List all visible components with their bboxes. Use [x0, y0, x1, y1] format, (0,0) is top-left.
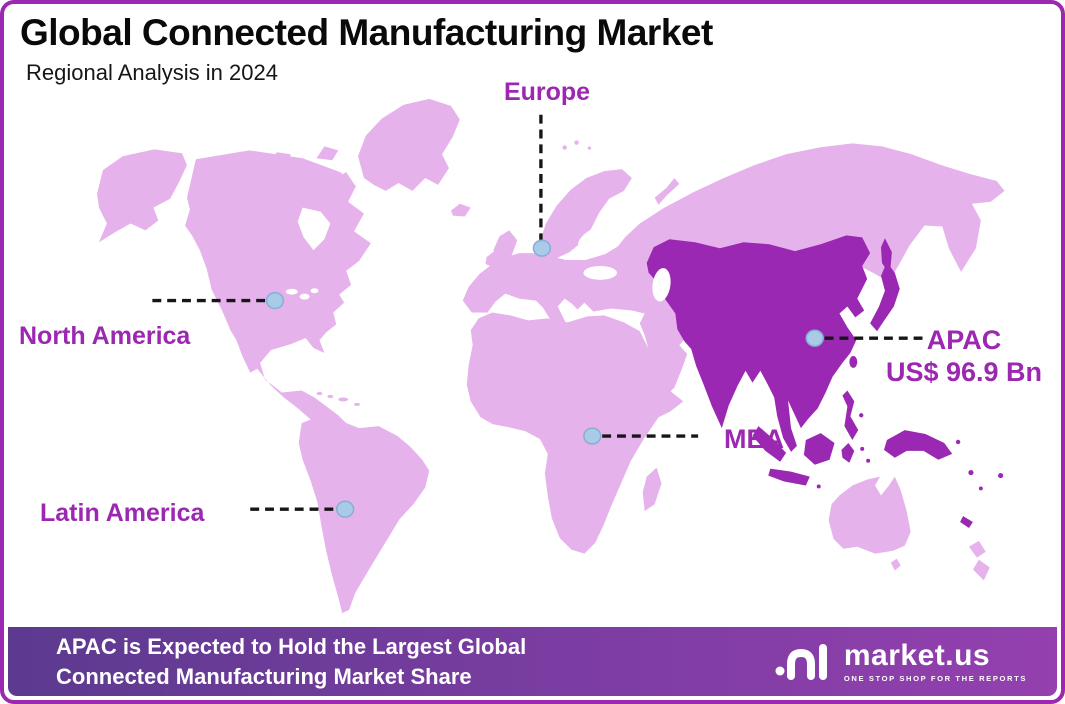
world-map: [97, 98, 1005, 613]
footer-banner: APAC is Expected to Hold the Largest Glo…: [8, 627, 1057, 696]
logo-name: market.us: [843, 638, 991, 672]
region-label-north-america: North America: [19, 322, 191, 350]
page-subtitle: Regional Analysis in 2024: [26, 60, 278, 85]
region-marker-north-america: [265, 291, 285, 310]
leader-lines: [152, 114, 924, 511]
region-label-europe: Europe: [503, 78, 591, 106]
apac-value-text: US$ 96.9 Bn: [885, 357, 1043, 387]
footer-caption: APAC is Expected to Hold the Largest Glo…: [8, 632, 526, 692]
marketus-logo: market.us ONE STOP SHOP FOR THE REPORTS: [774, 638, 1057, 686]
region-marker-apac: [805, 329, 824, 347]
landmass-south-america: [298, 416, 430, 613]
region-marker-latin-america: [335, 500, 355, 518]
apac-label-text: APAC: [926, 325, 1002, 355]
inland-seas: [285, 207, 671, 302]
region-apac-highlight: [646, 235, 1004, 528]
region-label-mea: MEA: [724, 424, 784, 454]
region-marker-mea: [583, 427, 602, 445]
footer-caption-line2: Connected Manufacturing Market Share: [56, 663, 472, 689]
landmass-greenland-iceland: [358, 98, 471, 217]
region-markers: [265, 239, 824, 518]
region-label-latin-america: Latin America: [40, 499, 205, 527]
landmass-australia: [828, 476, 990, 581]
page-title: Global Connected Manufacturing Market: [20, 12, 713, 53]
landmass-africa: [466, 312, 684, 554]
logo-tagline: ONE STOP SHOP FOR THE REPORTS: [843, 673, 1027, 683]
region-marker-europe: [532, 239, 552, 257]
landmass-north-america: [97, 146, 371, 434]
marketus-logo-text: market.us ONE STOP SHOP FOR THE REPORTS: [843, 638, 1027, 683]
landmass-eurasia: [462, 143, 1005, 396]
footer-caption-line1: APAC is Expected to Hold the Largest Glo…: [56, 633, 527, 659]
region-label-apac: APAC US$ 96.9 Bn: [884, 324, 1044, 388]
marketus-logo-icon: [775, 643, 827, 680]
